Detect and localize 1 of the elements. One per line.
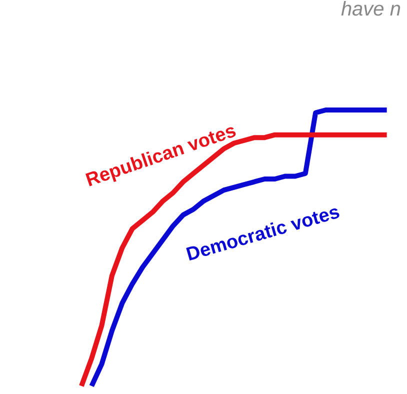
- text: have n: [340, 0, 401, 21]
